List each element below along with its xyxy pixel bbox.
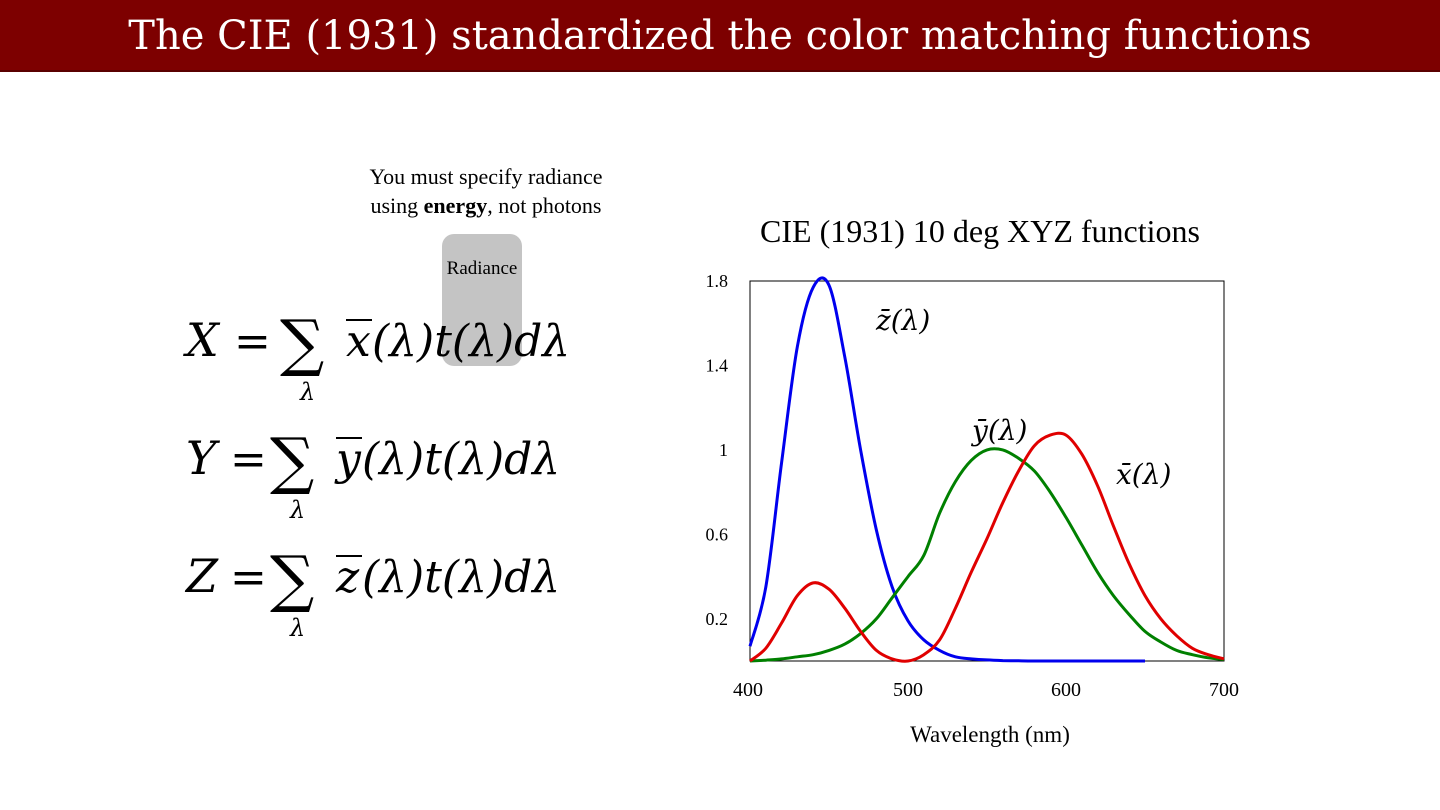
- sum-icon: ∑: [280, 306, 324, 379]
- eq-equals: =: [234, 316, 271, 367]
- x-tick-label: 400: [733, 679, 763, 701]
- slide-title: The CIE (1931) standardized the color ma…: [128, 13, 1312, 59]
- sum-icon: ∑: [270, 424, 314, 497]
- series-label: x̄(λ): [1116, 458, 1171, 491]
- plot-frame: [749, 280, 1225, 662]
- eq-lhs: X: [183, 313, 221, 367]
- equation-z: Z = ∑ λ z (λ)t(λ)dλ: [184, 542, 560, 642]
- eq-equals: =: [230, 552, 267, 603]
- series-label: z̄(λ): [875, 304, 930, 337]
- x-ticks: 400 500 600 700: [733, 679, 1239, 701]
- radiance-label: Radiance: [446, 258, 518, 279]
- series-labels: z̄(λ) ȳ(λ) x̄(λ): [875, 304, 1171, 491]
- y-ticks: 0.2 0.6 1 1.4 1.8: [706, 271, 729, 629]
- eq-rest: (λ)t(λ)dλ: [362, 434, 560, 485]
- eq-fn: z: [335, 552, 360, 603]
- eq-lhs: Z: [184, 549, 219, 603]
- note-bold: energy: [423, 193, 488, 218]
- series-lines: [748, 276, 1225, 663]
- eq-rest: (λ)t(λ)dλ: [372, 316, 570, 367]
- chart-title: CIE (1931) 10 deg XYZ functions: [760, 213, 1200, 249]
- x-tick-label: 500: [893, 679, 923, 701]
- equation-y: Y = ∑ λ y (λ)t(λ)dλ: [186, 424, 560, 524]
- series-line-1: [749, 447, 1225, 663]
- sum-lambda: λ: [289, 496, 305, 524]
- eq-rest: (λ)t(λ)dλ: [362, 552, 560, 603]
- series-line-0: [748, 276, 1145, 663]
- x-tick-label: 700: [1209, 679, 1239, 701]
- y-tick-label: 1.8: [706, 271, 729, 291]
- y-tick-label: 0.2: [706, 609, 729, 629]
- eq-fn: y: [334, 434, 362, 485]
- series-line-2: [749, 431, 1225, 663]
- x-axis-label: Wavelength (nm): [910, 722, 1070, 747]
- note-prefix: using: [370, 193, 424, 218]
- eq-fn: x: [346, 316, 371, 367]
- title-bar: The CIE (1931) standardized the color ma…: [0, 0, 1440, 72]
- note-line-1: You must specify radiance: [369, 164, 603, 189]
- sum-lambda: λ: [299, 378, 315, 406]
- note-suffix: , not photons: [487, 193, 602, 218]
- series-label: ȳ(λ): [970, 414, 1027, 447]
- radiance-highlight: [442, 234, 522, 366]
- y-tick-label: 1.4: [706, 355, 729, 375]
- x-tick-label: 600: [1051, 679, 1081, 701]
- y-tick-label: 1: [719, 440, 728, 460]
- equations: X = ∑ λ x (λ)t(λ)dλ Y = ∑ λ y (λ)t(λ)dλ …: [183, 306, 570, 642]
- sum-icon: ∑: [270, 542, 314, 615]
- radiance-note: You must specify radiance using energy, …: [336, 162, 636, 220]
- y-tick-label: 0.6: [706, 524, 729, 544]
- sum-lambda: λ: [289, 614, 305, 642]
- eq-lhs: Y: [186, 431, 221, 485]
- equation-x: X = ∑ λ x (λ)t(λ)dλ: [183, 306, 570, 406]
- eq-equals: =: [230, 434, 267, 485]
